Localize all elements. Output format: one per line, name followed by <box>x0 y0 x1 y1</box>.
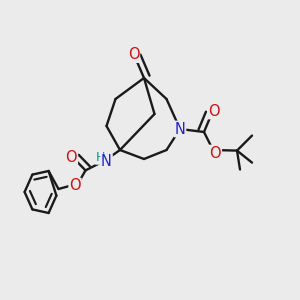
Text: O: O <box>69 178 81 194</box>
Text: O: O <box>66 150 77 165</box>
Text: N: N <box>175 122 185 136</box>
Text: O: O <box>128 47 139 62</box>
Text: H: H <box>96 151 105 164</box>
Text: N: N <box>101 154 112 169</box>
Text: O: O <box>208 103 220 118</box>
Text: O: O <box>210 146 221 160</box>
